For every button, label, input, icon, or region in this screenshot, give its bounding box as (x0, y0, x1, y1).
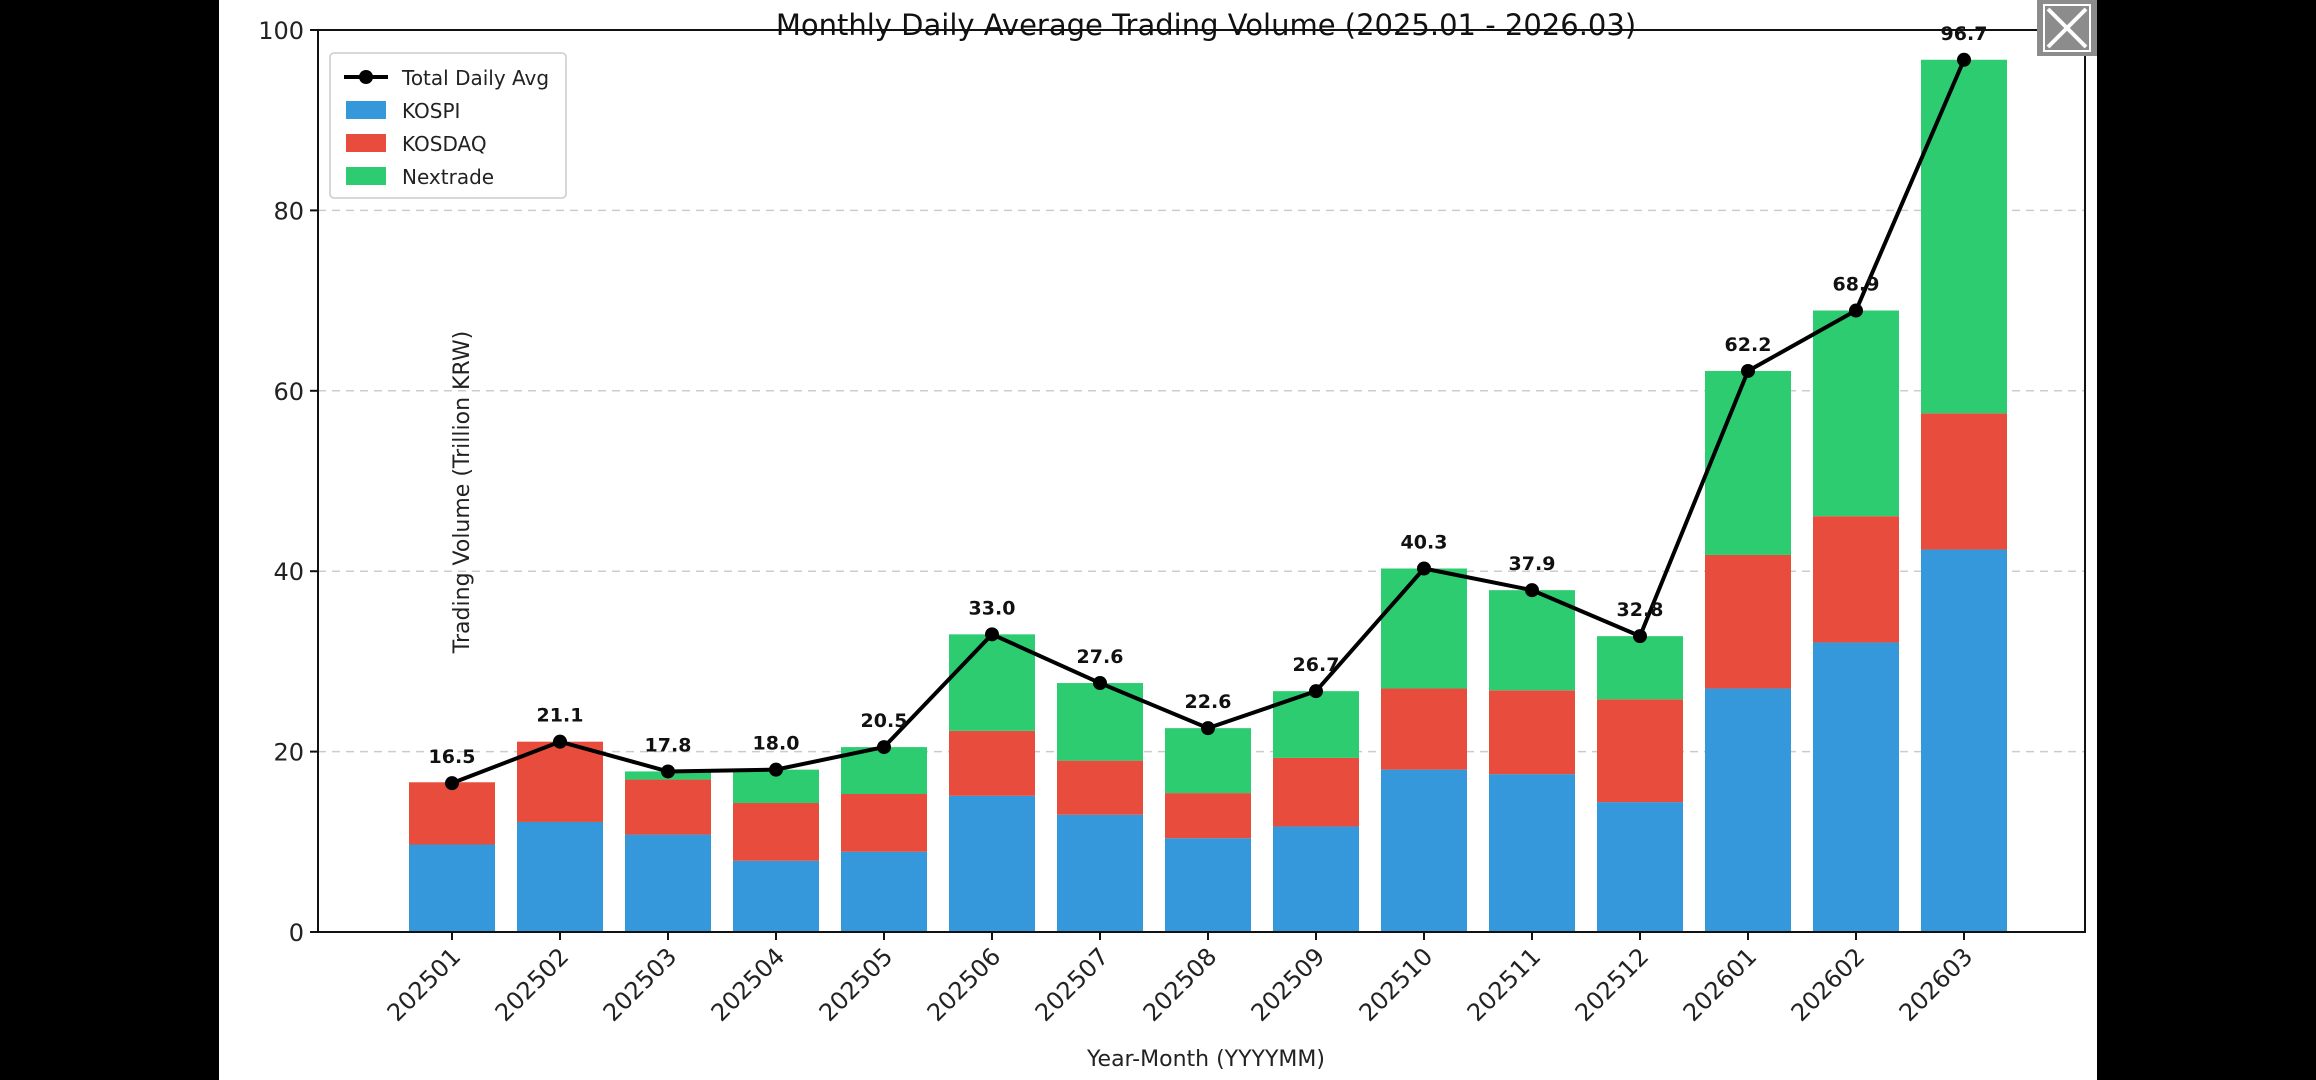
data-label: 26.7 (1293, 654, 1340, 676)
total-daily-avg-point (1093, 676, 1107, 691)
bar-kosdaq (625, 779, 711, 835)
bar-kosdaq (1921, 413, 2007, 550)
bar-kospi (1921, 549, 2007, 932)
legend-label: Total Daily Avg (401, 66, 549, 90)
data-label: 32.8 (1617, 599, 1664, 621)
data-label: 40.3 (1401, 531, 1448, 553)
bar-nextrade (1813, 310, 1899, 517)
chart: Monthly Daily Average Trading Volume (20… (219, 0, 2097, 1080)
data-label: 27.6 (1077, 646, 1124, 668)
bar-kospi (1165, 838, 1251, 932)
y-tick-label: 40 (273, 558, 304, 586)
close-icon (2043, 4, 2091, 52)
y-tick-label: 100 (258, 17, 304, 45)
chart-image-panel: Monthly Daily Average Trading Volume (20… (219, 0, 2097, 1080)
total-daily-avg-point (1849, 303, 1863, 318)
bar-kospi (1705, 688, 1791, 932)
bar-kospi (949, 795, 1035, 932)
legend-swatch (346, 134, 386, 152)
y-tick-label: 20 (273, 739, 304, 767)
legend-label: KOSDAQ (402, 132, 487, 156)
total-daily-avg-point (877, 740, 891, 755)
total-daily-avg-point (769, 762, 783, 777)
x-axis-label: Year-Month (YYYYMM) (1086, 1047, 1325, 1072)
close-button[interactable] (2037, 0, 2097, 56)
total-daily-avg-point (445, 776, 459, 791)
total-daily-avg-point (1309, 684, 1323, 699)
plot-frame (317, 29, 2086, 933)
total-daily-avg-point (1633, 629, 1647, 644)
total-daily-avg-point (1957, 52, 1971, 67)
bar-kosdaq (949, 730, 1035, 796)
legend-swatch (346, 167, 386, 185)
bar-nextrade (1705, 370, 1791, 555)
data-label: 21.1 (537, 705, 584, 727)
bar-kosdaq (841, 793, 927, 852)
legend-box (329, 52, 567, 199)
y-tick-label: 80 (273, 197, 304, 225)
total-daily-avg-point (1201, 721, 1215, 736)
chart-title: Monthly Daily Average Trading Volume (20… (776, 8, 1636, 42)
legend-marker (359, 70, 373, 84)
data-label: 22.6 (1185, 691, 1232, 713)
data-label: 17.8 (645, 734, 692, 756)
bar-nextrade (1921, 59, 2007, 414)
bar-nextrade (1597, 636, 1683, 700)
total-daily-avg-point (1525, 583, 1539, 598)
legend-label: Nextrade (402, 165, 494, 189)
bar-nextrade (1489, 590, 1575, 691)
data-label: 68.9 (1833, 274, 1880, 296)
data-label: 96.7 (1941, 23, 1988, 45)
bar-kosdaq (1057, 760, 1143, 815)
bar-kospi (841, 851, 927, 932)
data-label: 62.2 (1725, 334, 1772, 356)
data-label: 33.0 (969, 597, 1016, 619)
total-daily-avg-point (985, 627, 999, 642)
y-axis-label: Trading Volume (Trillion KRW) (450, 331, 475, 654)
total-daily-avg-point (661, 764, 675, 779)
bar-kosdaq (1489, 690, 1575, 775)
bar-nextrade (949, 634, 1035, 731)
bar-kospi (517, 821, 603, 932)
bar-kospi (1057, 814, 1143, 932)
data-label: 37.9 (1509, 553, 1556, 575)
data-label: 20.5 (861, 710, 908, 732)
bar-kospi (733, 860, 819, 932)
legend-label: KOSPI (402, 99, 460, 123)
bar-kospi (409, 844, 495, 932)
total-daily-avg-point (1417, 561, 1431, 576)
bar-kosdaq (1273, 757, 1359, 827)
bar-kospi (1381, 769, 1467, 932)
y-tick-label: 0 (289, 919, 304, 947)
data-label: 16.5 (429, 746, 476, 768)
bar-kospi (1597, 802, 1683, 932)
bar-kospi (625, 834, 711, 932)
total-daily-avg-point (553, 734, 567, 749)
bar-kosdaq (733, 803, 819, 861)
bar-kosdaq (1381, 688, 1467, 770)
legend-swatch (346, 101, 386, 119)
bar-kosdaq (1597, 699, 1683, 803)
bar-nextrade (1381, 568, 1467, 689)
y-tick-label: 60 (273, 378, 304, 406)
total-daily-avg-point (1741, 363, 1755, 378)
bar-kospi (1813, 642, 1899, 932)
bar-kosdaq (517, 741, 603, 822)
legend: Total Daily Avg KOSPI KOSDAQ Nextrade (329, 52, 567, 199)
bar-kospi (1273, 826, 1359, 932)
bar-kospi (1489, 774, 1575, 932)
bar-kosdaq (1165, 793, 1251, 839)
bar-kosdaq (1813, 516, 1899, 643)
bar-kosdaq (409, 782, 495, 845)
bar-kosdaq (1705, 554, 1791, 689)
bar-nextrade (1165, 728, 1251, 794)
data-label: 18.0 (753, 733, 800, 755)
